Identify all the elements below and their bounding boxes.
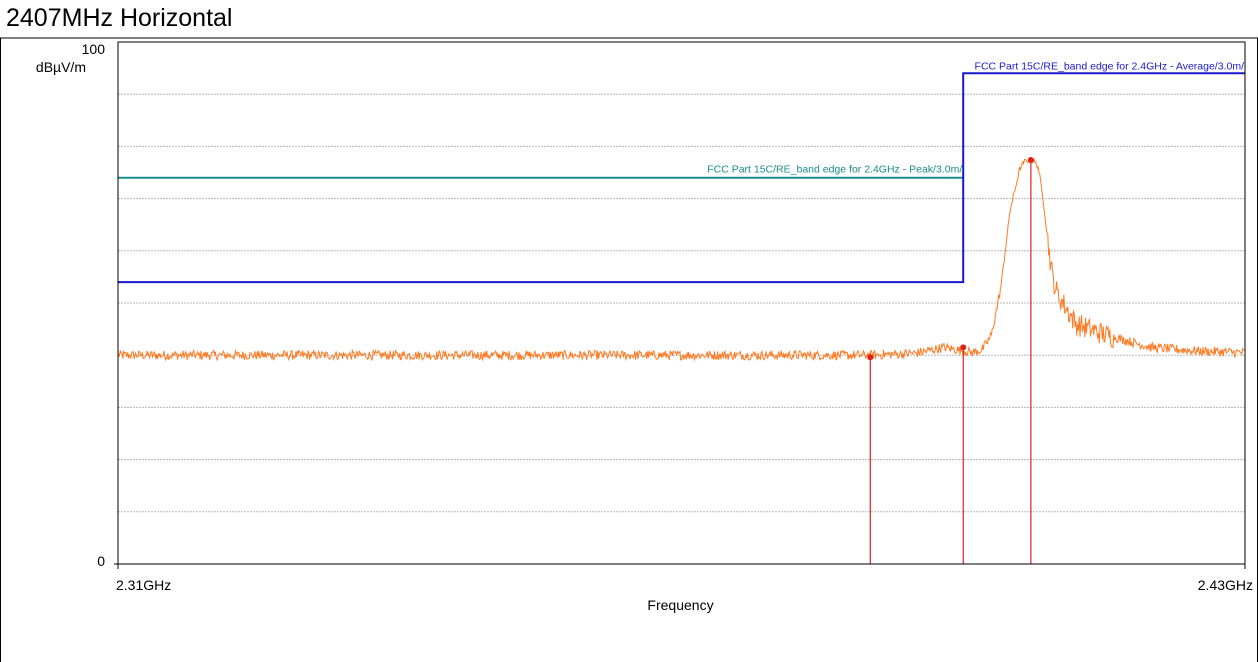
limit-lines [118,72,1245,284]
emission-trace [117,157,1245,362]
markers [867,156,1034,564]
marker-point [867,354,874,361]
y-tick-label-max: 100 [82,41,106,57]
peak-limit-label: FCC Part 15C/RE_band edge for 2.4GHz - P… [707,164,962,176]
grid-layer [114,93,1246,569]
marker-point [960,344,967,351]
chart-title: 2407MHz Horizontal [6,4,233,32]
average-limit-label: FCC Part 15C/RE_band edge for 2.4GHz - A… [975,60,1245,72]
y-tick-label-min: 0 [97,553,105,569]
plot-area-border [117,41,1246,565]
x-tick-label-min: 2.31GHz [116,577,171,593]
y-axis-label: dBµV/m [36,59,86,75]
x-axis-label: Frequency [647,597,713,613]
x-tick-label-max: 2.43GHz [1198,577,1253,593]
marker-point [1027,156,1034,163]
trace-layer [117,157,1245,362]
average-limit-line [118,72,1245,284]
